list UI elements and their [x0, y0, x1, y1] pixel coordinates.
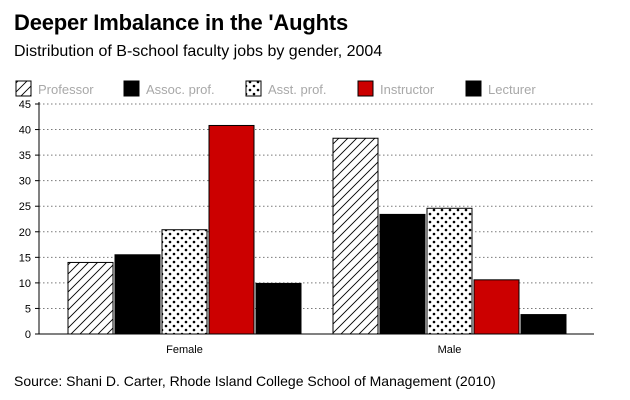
bar-male-lecturer — [520, 314, 567, 335]
y-tick-label-0: 0 — [25, 329, 31, 341]
legend-label-professor: Professor — [38, 82, 94, 97]
bar-male-asst-prof — [426, 207, 473, 335]
legend-label-asst-prof: Asst. prof. — [268, 82, 327, 97]
legend-swatch-professor — [15, 80, 32, 97]
legend-swatch-asst-prof — [245, 80, 262, 97]
y-tick-label-10: 10 — [19, 278, 31, 290]
y-tick-label-15: 15 — [19, 252, 31, 264]
y-tick-label-35: 35 — [19, 150, 31, 162]
bar-male-assoc-prof — [379, 213, 426, 335]
chart-source: Source: Shani D. Carter, Rhode Island Co… — [14, 373, 496, 389]
legend-item-professor: Professor — [15, 80, 94, 97]
bar-female-lecturer — [255, 282, 302, 335]
legend-swatch-instructor — [357, 80, 374, 97]
bar-male-instructor — [473, 279, 520, 335]
bar-male-professor — [332, 137, 379, 335]
x-category-label-male: Male — [438, 344, 462, 356]
bar-female-professor — [67, 261, 114, 335]
y-tick-label-30: 30 — [19, 176, 31, 188]
bar-female-assoc-prof — [114, 254, 161, 335]
legend-item-assoc-prof: Assoc. prof. — [123, 80, 215, 97]
legend-swatch-lecturer — [465, 80, 482, 97]
legend-item-lecturer: Lecturer — [465, 80, 536, 97]
chart-subtitle: Distribution of B-school faculty jobs by… — [14, 43, 383, 60]
legend-swatch-assoc-prof — [123, 80, 140, 97]
legend-label-instructor: Instructor — [380, 82, 435, 97]
y-tick-label-25: 25 — [19, 201, 31, 213]
x-category-label-female: Female — [166, 344, 203, 356]
y-tick-label-5: 5 — [25, 303, 31, 315]
legend-item-asst-prof: Asst. prof. — [245, 80, 327, 97]
y-tick-label-20: 20 — [19, 227, 31, 239]
y-tick-label-45: 45 — [19, 99, 31, 111]
legend-label-assoc-prof: Assoc. prof. — [146, 82, 215, 97]
y-tick-label-40: 40 — [19, 125, 31, 137]
bar-female-instructor — [208, 124, 255, 335]
legend-item-instructor: Instructor — [357, 80, 435, 97]
legend-label-lecturer: Lecturer — [488, 82, 536, 97]
chart-title: Deeper Imbalance in the 'Aughts — [14, 10, 348, 35]
bar-female-asst-prof — [161, 229, 208, 335]
